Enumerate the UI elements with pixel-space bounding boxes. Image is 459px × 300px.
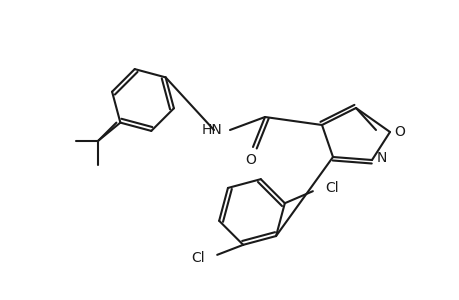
Text: O: O xyxy=(394,125,404,139)
Text: Cl: Cl xyxy=(324,181,338,195)
Text: O: O xyxy=(245,153,256,167)
Text: N: N xyxy=(376,151,386,165)
Text: HN: HN xyxy=(201,123,222,137)
Text: Cl: Cl xyxy=(191,251,205,265)
